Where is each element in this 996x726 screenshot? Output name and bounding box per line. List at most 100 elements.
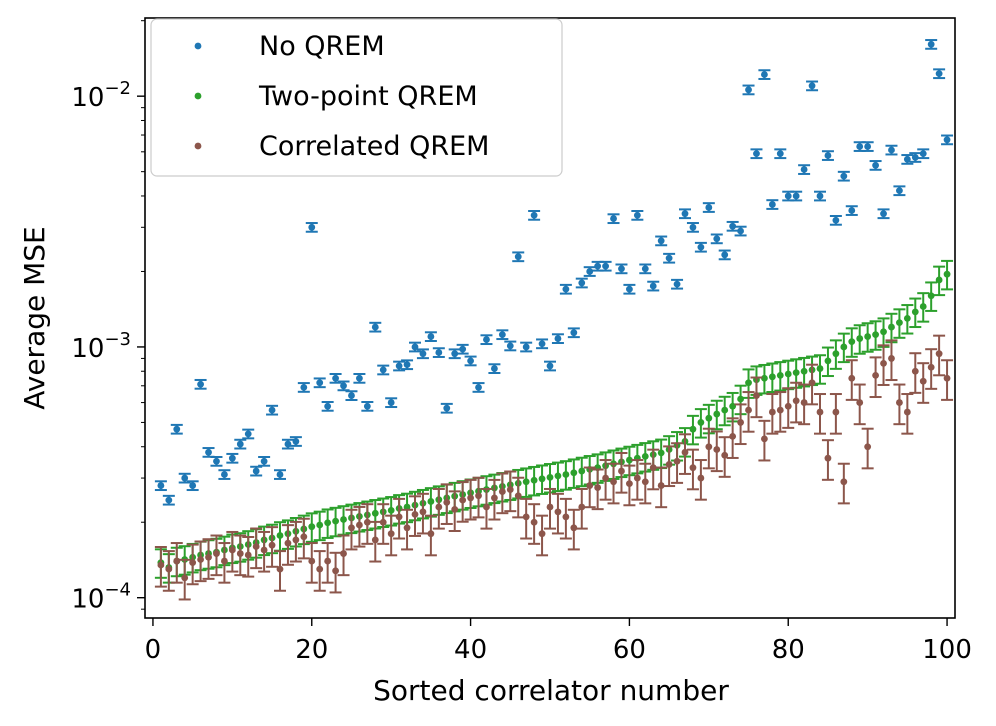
data-point [451,505,459,513]
series-correlated-qrem [154,334,954,601]
data-point [308,557,316,565]
legend-label-two-point-qrem: Two-point QREM [258,81,478,112]
data-point [165,496,173,504]
data-point [808,82,816,90]
data-point [562,471,570,478]
data-point [896,187,903,195]
data-point [340,516,347,523]
data-point [880,359,887,367]
data-point [363,518,371,526]
data-point [872,331,879,339]
data-point [856,143,864,150]
data-point [880,328,887,336]
data-point [554,508,562,516]
data-point [856,399,864,406]
legend-label-no-qrem: No QREM [259,31,385,62]
data-point [578,503,586,511]
data-point [324,519,332,527]
data-point [371,323,379,331]
data-point [221,557,228,565]
data-point [316,565,324,573]
data-point [768,373,776,381]
data-point [594,262,602,270]
data-point [348,524,355,532]
data-point [848,374,856,382]
data-point [173,557,181,565]
data-point [800,399,808,406]
data-point [943,270,951,278]
data-point [848,338,856,346]
data-point [221,471,228,478]
data-point [888,355,895,362]
data-point [745,86,752,94]
data-point [300,383,308,391]
data-point [213,457,220,465]
data-point [427,530,435,538]
data-point [308,523,316,531]
data-point [689,425,697,433]
x-tick-label: 0 [145,635,162,665]
data-point [840,478,848,486]
data-point [506,342,514,350]
data-point [816,192,824,200]
data-point [276,471,284,478]
data-point [697,243,705,251]
data-point [911,153,919,161]
data-point [721,451,729,459]
data-point [864,143,872,150]
legend: No QREM Two-point QREM Correlated QREM [150,18,563,177]
data-point [776,150,784,158]
data-point [800,367,808,375]
data-point [784,192,792,200]
data-point [379,518,387,526]
data-point [737,395,744,403]
data-point [340,550,347,557]
data-point [840,172,848,180]
data-point [792,397,800,405]
data-point [927,363,935,371]
data-point [816,408,824,416]
data-point [903,314,911,322]
data-point [872,372,879,379]
data-point [498,331,506,339]
data-point [689,464,697,472]
data-point [189,559,197,567]
data-point [729,432,737,440]
y-tick-label: 10−2 [71,78,131,113]
data-point [538,340,546,348]
data-point [880,210,887,218]
x-tick-label: 80 [772,635,805,665]
data-point [816,365,824,372]
data-point [292,536,300,544]
data-point [570,329,578,337]
data-point [602,474,609,482]
data-point [562,285,570,293]
data-point [554,335,562,342]
legend-marker-correlated-qrem [194,142,202,150]
data-point [919,150,927,158]
data-point [602,262,609,270]
data-point [761,71,768,78]
data-point [713,446,721,453]
data-point [165,565,173,573]
data-point [665,254,673,262]
data-point [570,469,578,477]
data-point [340,382,347,390]
data-point [864,333,872,340]
series-no-qrem [154,39,954,506]
x-tick-label: 100 [922,635,972,665]
data-point [498,488,506,495]
data-point [848,207,856,214]
y-tick-label: 10−3 [71,329,131,364]
y-axis-title: Average MSE [18,226,51,410]
data-point [729,402,737,410]
data-point [268,406,276,414]
data-point [856,335,864,342]
data-point [228,546,236,554]
data-point [768,201,776,208]
data-point [903,408,911,416]
data-point [808,379,816,387]
data-point [276,565,284,573]
data-point [626,456,633,464]
data-point [522,343,530,351]
